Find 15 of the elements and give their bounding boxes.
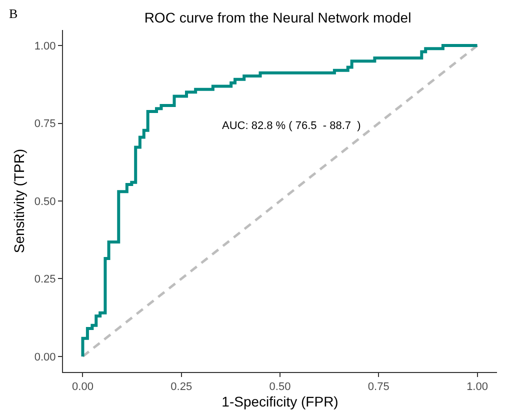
x-tick-label: 0.75	[368, 381, 390, 394]
x-tick-label: 1.00	[466, 381, 488, 394]
annotation: AUC: 82.8 % ( 76.5 - 88.7 )	[222, 120, 361, 132]
chart-title: ROC curve from the Neural Network model	[144, 9, 412, 26]
y-axis-title: Sensitivity (TPR)	[10, 148, 27, 254]
y-tick-label: 0.00	[34, 351, 56, 364]
x-tick-label: 0.50	[269, 381, 291, 394]
x-axis-title: 1-Specificity (FPR)	[222, 394, 338, 410]
y-tick-label: 0.25	[34, 274, 56, 286]
y-tick-label: 1.00	[34, 40, 56, 52]
x-tick-label: 0.00	[72, 381, 94, 394]
text: B	[9, 6, 18, 21]
x-tick-label: 0.25	[170, 381, 192, 394]
y-tick-label: 0.75	[34, 118, 56, 130]
y-tick-label: 0.50	[34, 196, 56, 208]
